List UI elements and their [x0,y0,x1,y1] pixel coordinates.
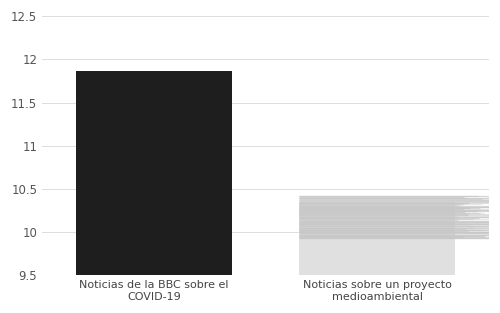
Bar [76,70,232,275]
Bar [299,202,456,275]
